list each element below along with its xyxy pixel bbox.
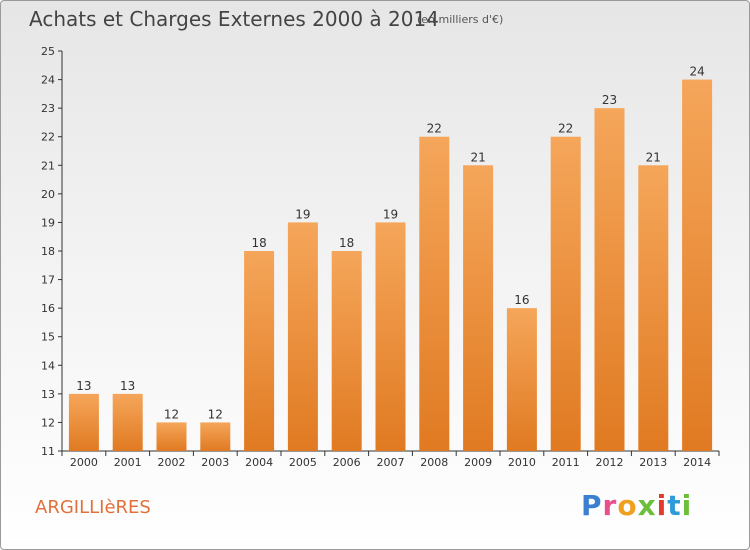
y-tick-label: 12 xyxy=(41,416,55,429)
data-label: 13 xyxy=(76,379,91,393)
y-tick-label: 20 xyxy=(41,188,55,201)
y-tick-label: 18 xyxy=(41,245,55,258)
bar xyxy=(550,136,581,451)
logo-letter: r xyxy=(602,489,618,522)
data-label: 22 xyxy=(558,122,573,136)
data-label: 12 xyxy=(208,407,223,421)
bar xyxy=(112,393,143,451)
y-tick-label: 23 xyxy=(41,102,55,115)
x-tick-label: 2004 xyxy=(245,456,273,469)
x-tick-label: 2007 xyxy=(377,456,405,469)
y-tick-label: 14 xyxy=(41,359,55,372)
data-label: 18 xyxy=(251,236,266,250)
logo-letter: i xyxy=(681,489,693,522)
bar xyxy=(244,251,275,451)
bar xyxy=(463,165,494,452)
x-tick-label: 2009 xyxy=(464,456,492,469)
proxiti-logo[interactable]: Proxiti xyxy=(581,489,692,522)
bar xyxy=(419,136,450,451)
bar xyxy=(594,108,625,452)
logo-letter: t xyxy=(667,489,682,522)
x-tick-label: 2003 xyxy=(201,456,229,469)
logo-letter: x xyxy=(637,489,657,522)
data-label: 19 xyxy=(295,207,310,221)
x-tick-label: 2011 xyxy=(552,456,580,469)
data-label: 21 xyxy=(646,150,661,164)
y-tick-label: 19 xyxy=(41,216,55,229)
chart-title: Achats et Charges Externes 2000 à 2014 xyxy=(29,7,439,31)
bar xyxy=(638,165,669,452)
bar xyxy=(506,308,537,451)
x-tick-label: 2012 xyxy=(596,456,624,469)
data-label: 18 xyxy=(339,236,354,250)
data-label: 22 xyxy=(427,122,442,136)
bar xyxy=(200,422,231,451)
x-tick-label: 2000 xyxy=(70,456,98,469)
y-tick-label: 24 xyxy=(41,74,55,87)
data-label: 23 xyxy=(602,93,617,107)
x-tick-label: 2006 xyxy=(333,456,361,469)
x-tick-label: 2013 xyxy=(639,456,667,469)
x-tick-label: 2008 xyxy=(420,456,448,469)
commune-name: ARGILLIèRES xyxy=(35,497,151,518)
data-label: 12 xyxy=(164,407,179,421)
y-tick-label: 11 xyxy=(41,445,55,458)
y-tick-label: 15 xyxy=(41,331,55,344)
x-tick-label: 2001 xyxy=(114,456,142,469)
data-label: 24 xyxy=(689,65,704,79)
logo-letter: o xyxy=(617,489,638,522)
logo-letter: i xyxy=(656,489,668,522)
y-tick-label: 21 xyxy=(41,159,55,172)
bar xyxy=(287,222,318,451)
data-label: 21 xyxy=(470,150,485,164)
bar xyxy=(68,393,99,451)
logo-letter: P xyxy=(581,489,603,522)
bar xyxy=(331,251,362,451)
x-tick-label: 2014 xyxy=(683,456,711,469)
bar xyxy=(375,222,406,451)
bar xyxy=(156,422,187,451)
y-tick-label: 17 xyxy=(41,274,55,287)
data-label: 16 xyxy=(514,293,529,307)
y-tick-label: 22 xyxy=(41,131,55,144)
chart-subtitle: (en milliers d'€) xyxy=(417,13,504,26)
x-tick-label: 2005 xyxy=(289,456,317,469)
data-label: 13 xyxy=(120,379,135,393)
bar xyxy=(682,79,713,452)
y-tick-label: 16 xyxy=(41,302,55,315)
data-label: 19 xyxy=(383,207,398,221)
x-tick-label: 2010 xyxy=(508,456,536,469)
x-tick-label: 2002 xyxy=(158,456,186,469)
y-tick-label: 13 xyxy=(41,388,55,401)
y-tick-label: 25 xyxy=(41,45,55,58)
